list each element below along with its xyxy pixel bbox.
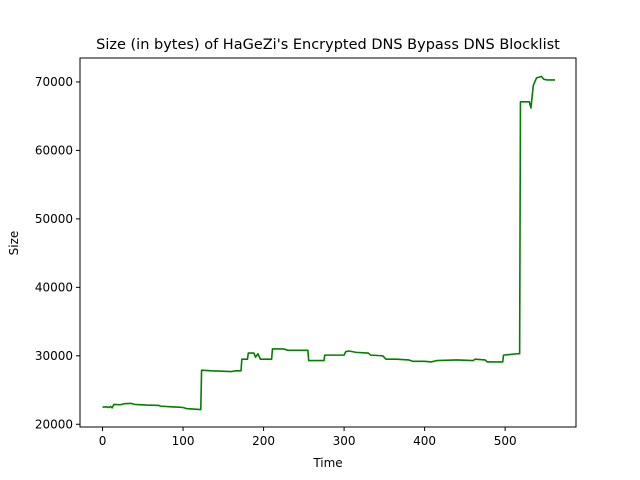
y-axis-label: Size: [7, 231, 21, 256]
x-tick-label: 200: [252, 434, 275, 448]
y-tick-label: 50000: [35, 212, 73, 226]
y-tick-label: 60000: [35, 143, 73, 157]
x-axis-ticks: 0 100 200 300 400 500: [99, 427, 517, 448]
y-tick-label: 20000: [35, 417, 73, 431]
x-tick-label: 100: [172, 434, 195, 448]
x-tick-label: 300: [333, 434, 356, 448]
x-tick-label: 0: [99, 434, 107, 448]
plot-area: [102, 75, 556, 411]
chart-title: Size (in bytes) of HaGeZi's Encrypted DN…: [96, 37, 560, 53]
y-tick-label: 30000: [35, 349, 73, 363]
plot-frame: [79, 57, 577, 428]
x-axis-label: Time: [312, 456, 342, 470]
y-tick-label: 40000: [35, 280, 73, 294]
y-axis-ticks: 20000 30000 40000 50000 60000 70000: [35, 75, 80, 431]
x-tick-label: 400: [413, 434, 436, 448]
x-tick-label: 500: [494, 434, 517, 448]
y-tick-label: 70000: [35, 75, 73, 89]
series-line-0: [102, 75, 556, 411]
